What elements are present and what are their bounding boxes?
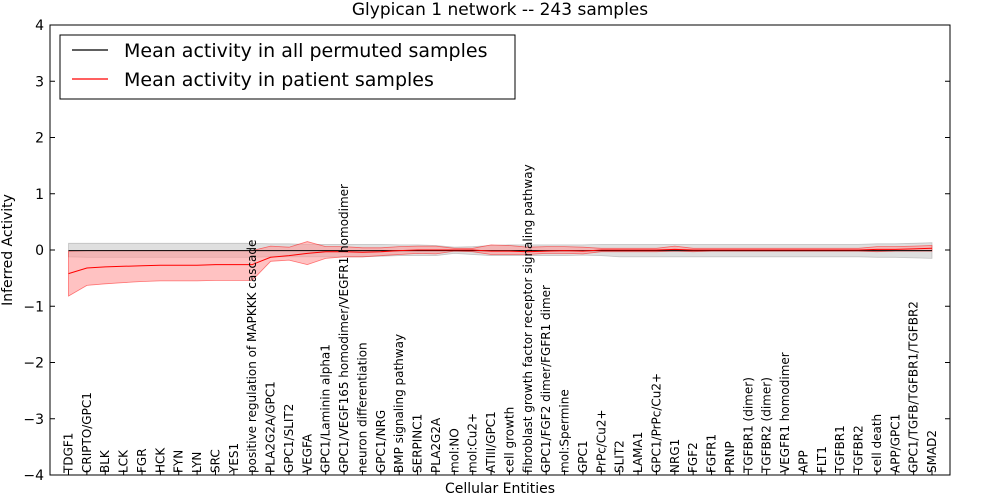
x-tick-label: GPC1/SLIT2 (282, 404, 296, 473)
x-tick-label: CRIPTO/GPC1 (80, 392, 94, 473)
legend-label-patient: Mean activity in patient samples (124, 69, 434, 91)
y-tick-label: 4 (35, 18, 44, 34)
y-tick-label: −3 (23, 412, 44, 428)
legend: Mean activity in all permuted samples Me… (59, 34, 516, 100)
y-tick-label: −1 (23, 299, 44, 315)
x-tick-label: PLA2G2A/GPC1 (264, 381, 278, 473)
y-tick-label: 2 (35, 131, 44, 147)
x-tick-label: fibroblast growth factor receptor signal… (521, 164, 535, 473)
series-lines (68, 247, 933, 275)
x-tick-label: APP (796, 450, 810, 473)
x-tick-label: GPC1/Laminin alpha1 (319, 344, 333, 473)
x-tick-label: GPC1/TGFB/TGFBR1/TGFBR2 (907, 301, 921, 473)
x-tick-label: LAMA1 (631, 432, 645, 473)
y-axis-ticks: 4 3 2 1 0 −1 −2 −3 −4 (23, 18, 950, 484)
x-tick-label: cell death (870, 414, 884, 473)
x-tick-label: NRG1 (668, 439, 682, 473)
x-tick-label: HCK (153, 447, 167, 473)
y-tick-label: 1 (35, 187, 44, 203)
x-tick-label: FLT1 (815, 446, 829, 473)
y-tick-label: −2 (23, 356, 44, 372)
y-tick-label: 3 (35, 74, 44, 90)
x-tick-label: TDGF1 (62, 433, 76, 474)
x-tick-label: TGFBR1 (833, 425, 847, 474)
x-tick-label: SLIT2 (613, 440, 627, 473)
y-axis-label: Inferred Activity (0, 194, 16, 306)
x-tick-label: GPC1 (576, 440, 590, 473)
x-tick-label: SMAD2 (925, 430, 939, 473)
x-tick-label: GPC1/FGF2 dimer/FGFR1 dimer (539, 285, 553, 473)
x-tick-label: VEGFR1 homodimer (778, 352, 792, 473)
x-tick-labels: TDGF1 CRIPTO/GPC1 BLK LCK FGR HCK FYN LYN SRC YES… (62, 164, 939, 475)
x-axis-label: Cellular Entities (445, 481, 555, 497)
y-tick-label: 0 (35, 243, 44, 259)
plot-frame (49, 24, 951, 476)
x-tick-label: GPC1/PrPc/Cu2+ (649, 373, 663, 473)
x-tick-label: mol:Spermine (558, 389, 572, 473)
x-tick-label: BLK (98, 449, 112, 473)
x-tick-label: PRNP (723, 441, 737, 473)
x-tick-label: FGF2 (686, 442, 700, 473)
x-tick-label: mol:Cu2+ (466, 413, 480, 473)
x-tick-label: TGFBR2 (852, 425, 866, 474)
x-tick-label: positive regulation of MAPKKK cascade (245, 240, 259, 473)
x-tick-label: BMP signaling pathway (392, 334, 406, 473)
x-tick-label: SERPINC1 (411, 414, 425, 473)
line-series-1 (68, 247, 933, 275)
x-tick-label: PrPc/Cu2+ (594, 409, 608, 473)
y-tick-label: −4 (23, 468, 44, 484)
x-tick-label: ATIII/GPC1 (484, 411, 498, 473)
x-tick-label: VEGFA (300, 433, 314, 473)
x-tick-label: GPC1/VEGF165 homodimer/VEGFR1 homodimer (337, 184, 351, 473)
x-tick-label: SRC (209, 449, 223, 473)
x-tick-label: mol:NO (447, 428, 461, 473)
x-tick-label: cell growth (502, 407, 516, 473)
chart-title: Glypican 1 network -- 243 samples (352, 0, 648, 20)
legend-box (59, 34, 516, 100)
x-tick-label: FGR (135, 448, 149, 473)
x-tick-label: FGFR1 (705, 434, 719, 473)
x-tick-label: neuron differentiation (356, 342, 370, 473)
x-tick-label: TGFBR1 (dimer) (741, 377, 755, 474)
x-tick-label: LCK (117, 449, 131, 473)
x-tick-label: YES1 (227, 443, 241, 474)
legend-label-permuted: Mean activity in all permuted samples (124, 40, 487, 62)
x-tick-label: FYN (172, 450, 186, 473)
x-tick-label: TGFBR2 (dimer) (760, 377, 774, 474)
x-tick-label: APP/GPC1 (888, 414, 902, 473)
x-tick-label: GPC1/NRG (374, 410, 388, 473)
x-tick-label: LYN (190, 452, 204, 473)
x-tick-label: PLA2G2A (429, 417, 443, 473)
